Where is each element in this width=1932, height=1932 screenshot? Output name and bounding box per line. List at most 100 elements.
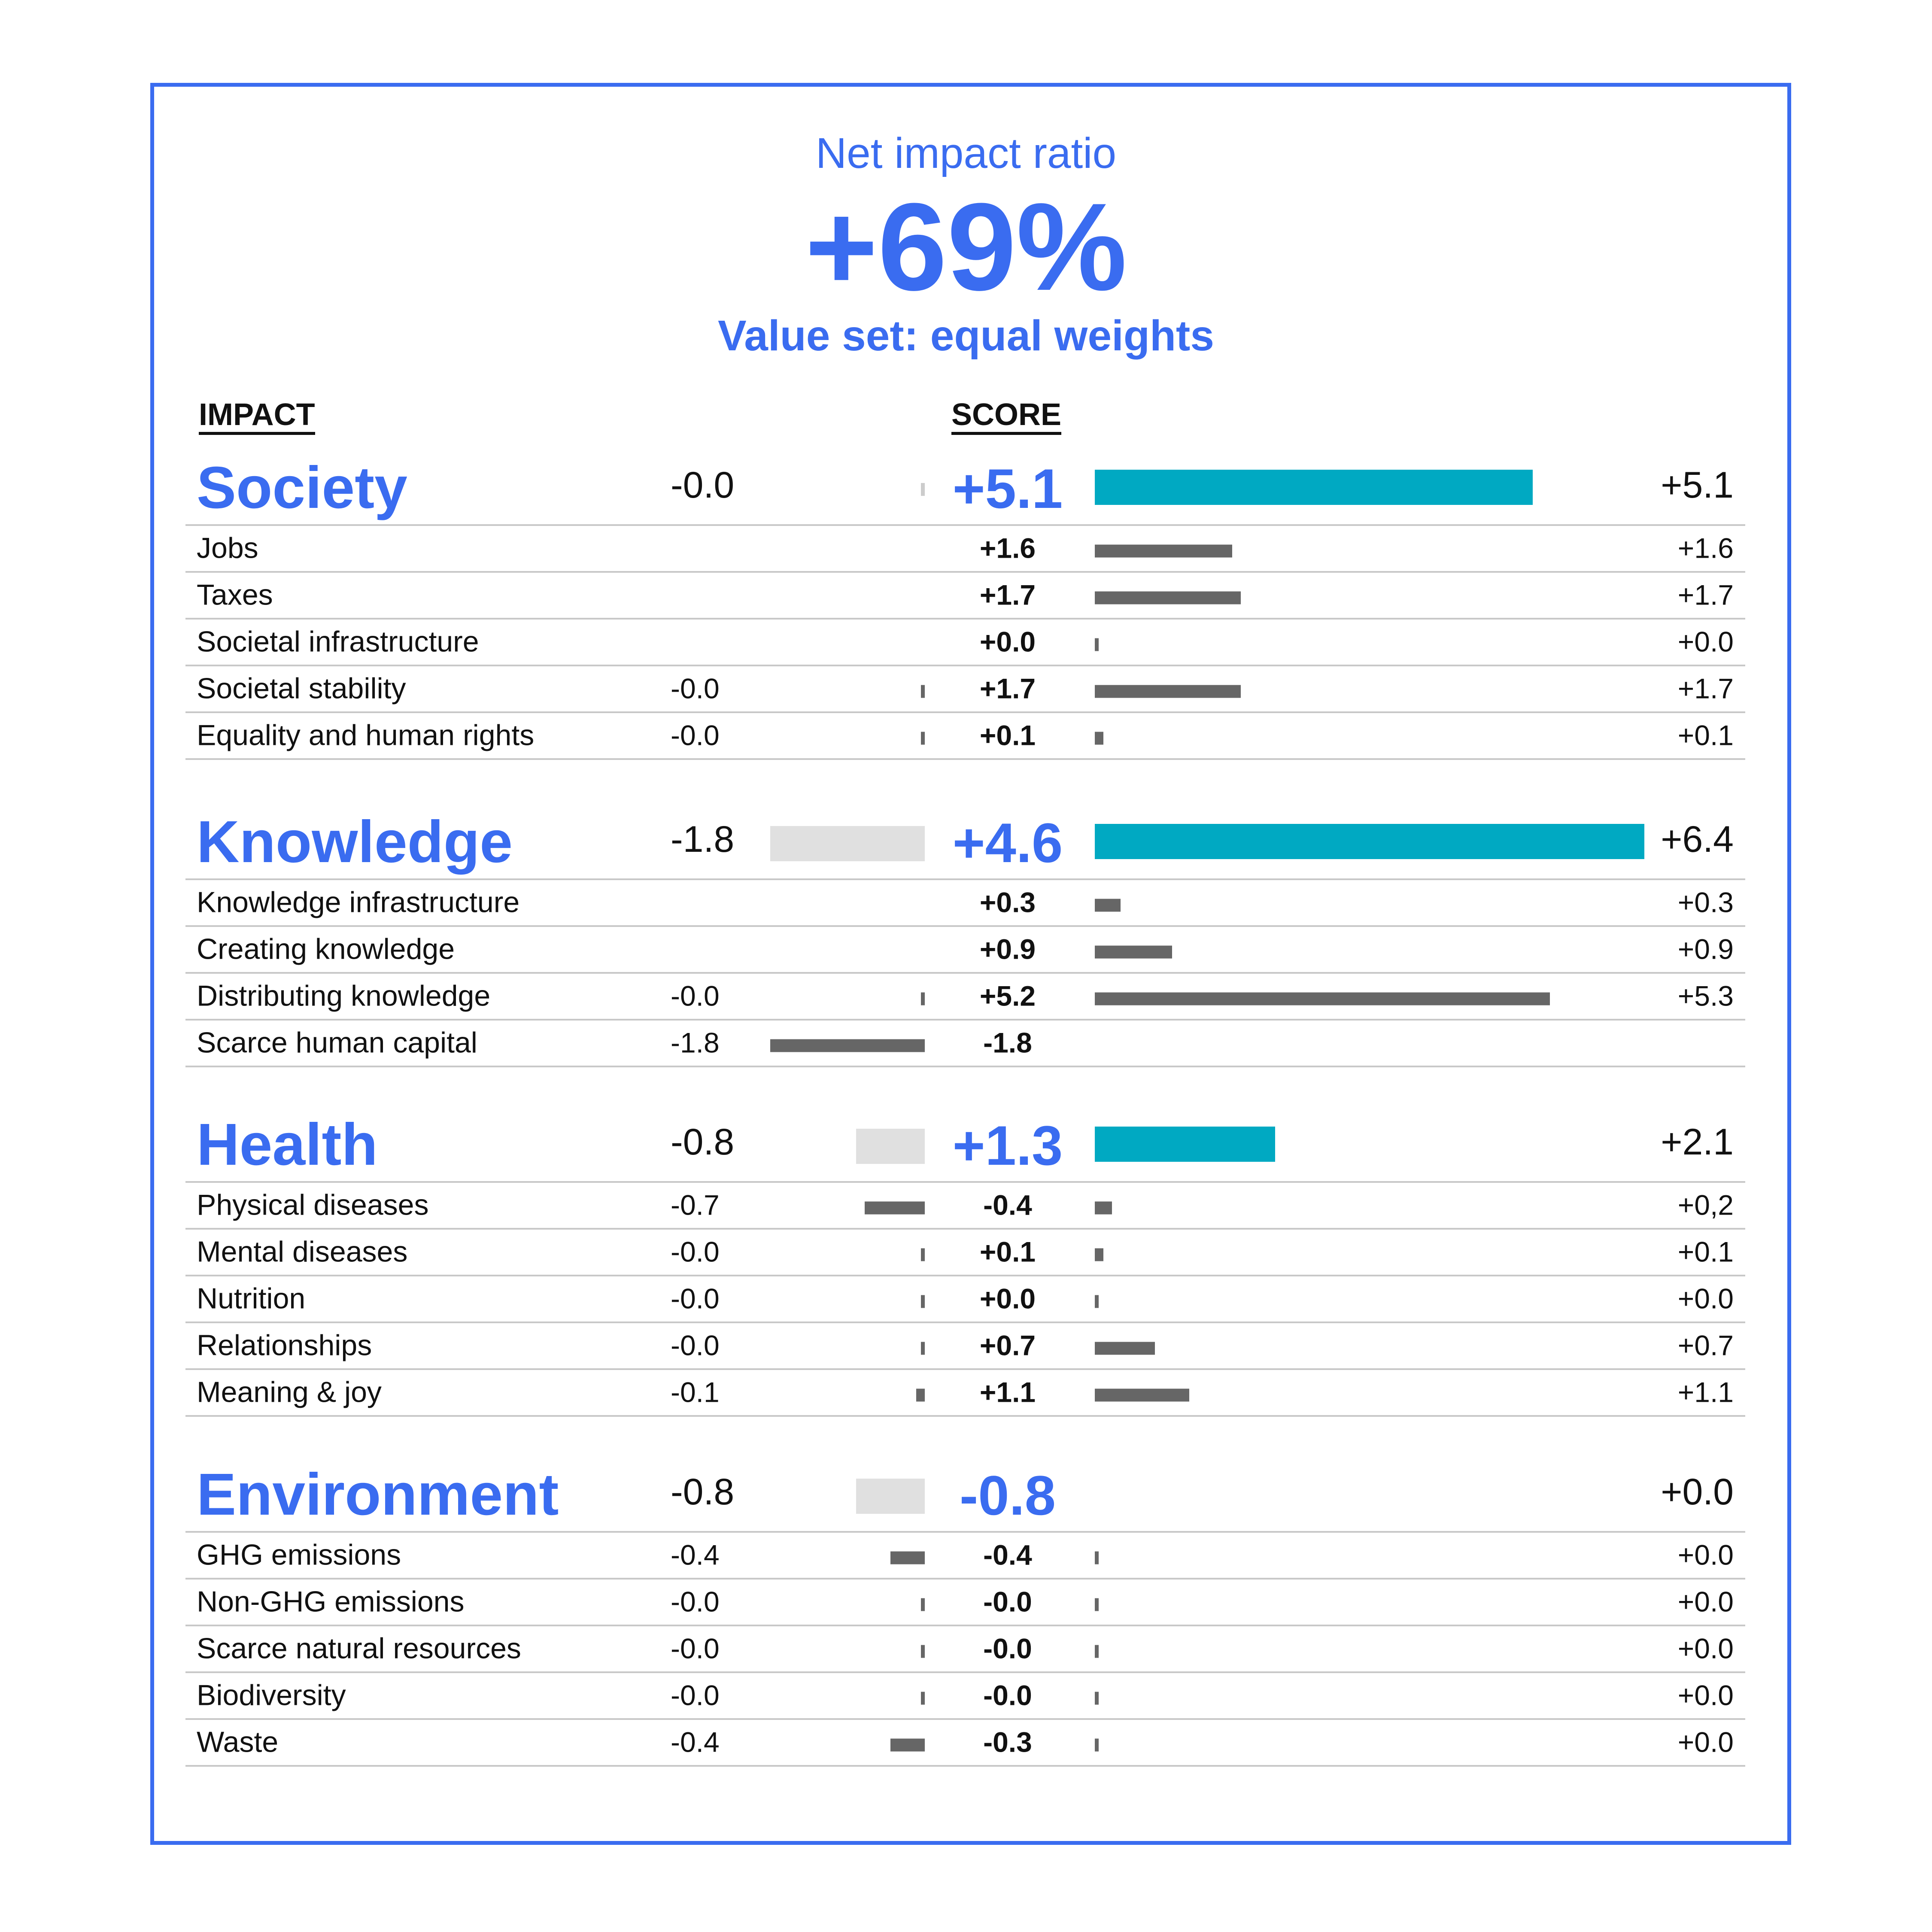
item-score-meaning-joy: +1.1 xyxy=(980,1376,1036,1408)
item-negative-bar-scarce-human-capital xyxy=(770,1039,925,1052)
item-positive-label-jobs: +1.6 xyxy=(1678,532,1734,564)
item-score-equality-and-human-rights: +0.1 xyxy=(980,720,1036,751)
category-positive-bar-society xyxy=(1095,470,1533,505)
item-negative-bar-equality-and-human-rights xyxy=(921,732,925,745)
item-positive-label-non-ghg-emissions: +0.0 xyxy=(1678,1586,1734,1618)
item-name-nutrition: Nutrition xyxy=(197,1282,305,1315)
category-title-knowledge: Knowledge xyxy=(197,809,513,875)
item-score-scarce-natural-resources: -0.0 xyxy=(983,1633,1032,1665)
item-score-relationships: +0.7 xyxy=(980,1330,1036,1361)
item-positive-label-physical-diseases: +0,2 xyxy=(1678,1189,1734,1221)
item-positive-bar-physical-diseases xyxy=(1095,1201,1112,1215)
column-header-impact: IMPACT xyxy=(199,399,315,435)
item-negative-label-relationships: -0.0 xyxy=(671,1330,720,1361)
item-negative-bar-meaning-joy xyxy=(916,1388,925,1402)
item-score-knowledge-infrastructure: +0.3 xyxy=(980,887,1036,918)
item-name-taxes: Taxes xyxy=(197,579,273,611)
item-positive-label-meaning-joy: +1.1 xyxy=(1678,1376,1734,1408)
category-negative-bar-knowledge xyxy=(770,826,925,861)
item-positive-bar-societal-stability xyxy=(1095,685,1241,698)
item-positive-bar-nutrition xyxy=(1095,1295,1099,1308)
item-positive-label-waste: +0.0 xyxy=(1678,1726,1734,1758)
item-name-scarce-human-capital: Scarce human capital xyxy=(197,1027,477,1059)
item-negative-bar-physical-diseases xyxy=(865,1201,925,1215)
item-score-non-ghg-emissions: -0.0 xyxy=(983,1586,1032,1618)
item-negative-label-meaning-joy: -0.1 xyxy=(671,1376,720,1408)
item-negative-bar-distributing-knowledge xyxy=(921,992,925,1005)
item-positive-label-equality-and-human-rights: +0.1 xyxy=(1678,720,1734,751)
column-header-score: SCORE xyxy=(951,399,1062,435)
item-positive-label-scarce-natural-resources: +0.0 xyxy=(1678,1633,1734,1665)
item-negative-label-equality-and-human-rights: -0.0 xyxy=(671,720,720,751)
item-positive-label-societal-stability: +1.7 xyxy=(1678,673,1734,705)
item-negative-bar-mental-diseases xyxy=(921,1248,925,1261)
item-positive-bar-creating-knowledge xyxy=(1095,945,1172,959)
item-score-scarce-human-capital: -1.8 xyxy=(983,1027,1032,1059)
item-positive-label-mental-diseases: +0.1 xyxy=(1678,1236,1734,1268)
item-negative-label-societal-stability: -0.0 xyxy=(671,673,720,705)
item-positive-bar-scarce-natural-resources xyxy=(1095,1645,1099,1658)
item-positive-bar-equality-and-human-rights xyxy=(1095,732,1103,745)
item-score-societal-infrastructure: +0.0 xyxy=(980,626,1036,658)
item-name-mental-diseases: Mental diseases xyxy=(197,1236,407,1268)
value-set-label: Value set: equal weights xyxy=(718,312,1214,360)
item-score-biodiversity: -0.0 xyxy=(983,1680,1032,1711)
category-score-environment: -0.8 xyxy=(960,1464,1056,1527)
item-positive-label-taxes: +1.7 xyxy=(1678,579,1734,611)
net-impact-ratio-value: +69% xyxy=(805,177,1127,316)
item-negative-label-mental-diseases: -0.0 xyxy=(671,1236,720,1268)
item-score-ghg-emissions: -0.4 xyxy=(983,1539,1032,1571)
item-name-ghg-emissions: GHG emissions xyxy=(197,1539,401,1571)
item-positive-label-knowledge-infrastructure: +0.3 xyxy=(1678,887,1734,918)
item-negative-bar-ghg-emissions xyxy=(890,1551,925,1564)
item-negative-bar-waste xyxy=(890,1738,925,1752)
item-positive-bar-jobs xyxy=(1095,544,1232,558)
item-negative-label-distributing-knowledge: -0.0 xyxy=(671,980,720,1012)
category-negative-label-health: -0.8 xyxy=(671,1121,734,1163)
category-positive-bar-health xyxy=(1095,1127,1275,1162)
item-score-physical-diseases: -0.4 xyxy=(983,1189,1032,1221)
item-score-societal-stability: +1.7 xyxy=(980,673,1036,705)
item-score-mental-diseases: +0.1 xyxy=(980,1236,1036,1268)
item-score-waste: -0.3 xyxy=(983,1726,1032,1758)
category-negative-bar-health xyxy=(856,1129,925,1164)
header: Net impact ratio +69% Value set: equal w… xyxy=(0,0,1932,386)
item-name-societal-stability: Societal stability xyxy=(197,672,406,705)
item-positive-bar-mental-diseases xyxy=(1095,1248,1103,1261)
item-positive-label-relationships: +0.7 xyxy=(1678,1330,1734,1361)
category-positive-label-health: +2.1 xyxy=(1661,1121,1734,1163)
item-negative-label-physical-diseases: -0.7 xyxy=(671,1189,720,1221)
category-positive-label-environment: +0.0 xyxy=(1661,1471,1734,1513)
item-negative-label-scarce-natural-resources: -0.0 xyxy=(671,1633,720,1665)
item-name-creating-knowledge: Creating knowledge xyxy=(197,933,455,966)
item-name-jobs: Jobs xyxy=(197,532,258,565)
item-positive-bar-distributing-knowledge xyxy=(1095,992,1550,1005)
item-negative-bar-non-ghg-emissions xyxy=(921,1598,925,1611)
item-positive-bar-ghg-emissions xyxy=(1095,1551,1099,1564)
category-negative-label-knowledge: -1.8 xyxy=(671,819,734,860)
item-negative-label-scarce-human-capital: -1.8 xyxy=(671,1027,720,1059)
item-name-meaning-joy: Meaning & joy xyxy=(197,1376,382,1409)
category-score-society: +5.1 xyxy=(953,457,1063,520)
chart-frame xyxy=(150,83,1791,1845)
category-negative-bar-environment xyxy=(856,1479,925,1514)
category-title-environment: Environment xyxy=(197,1461,559,1528)
chart-title: Net impact ratio xyxy=(815,129,1117,177)
item-negative-bar-relationships xyxy=(921,1342,925,1355)
item-score-jobs: +1.6 xyxy=(980,532,1036,564)
item-name-relationships: Relationships xyxy=(197,1329,372,1362)
item-positive-label-creating-knowledge: +0.9 xyxy=(1678,933,1734,965)
item-name-waste: Waste xyxy=(197,1726,278,1759)
item-positive-bar-relationships xyxy=(1095,1342,1155,1355)
item-name-non-ghg-emissions: Non-GHG emissions xyxy=(197,1586,465,1618)
item-positive-bar-waste xyxy=(1095,1738,1099,1752)
category-negative-label-environment: -0.8 xyxy=(671,1471,734,1513)
item-name-physical-diseases: Physical diseases xyxy=(197,1189,428,1221)
category-negative-bar-society xyxy=(921,483,925,496)
category-score-knowledge: +4.6 xyxy=(953,811,1063,874)
item-negative-bar-scarce-natural-resources xyxy=(921,1645,925,1658)
item-negative-label-non-ghg-emissions: -0.0 xyxy=(671,1586,720,1618)
item-positive-label-nutrition: +0.0 xyxy=(1678,1283,1734,1315)
item-positive-bar-knowledge-infrastructure xyxy=(1095,899,1121,912)
